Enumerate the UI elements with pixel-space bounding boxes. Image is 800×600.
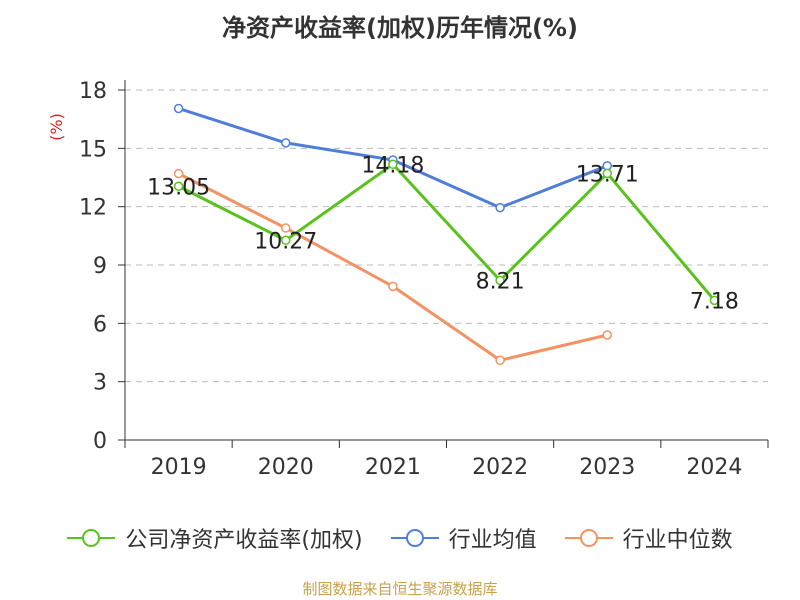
y-tick-label: 0 (93, 429, 107, 454)
axes: 0 3 6 9 12 15 18 2019 2020 2021 2022 2023 2024 (%) (47, 79, 769, 480)
data-point-industry_median (602, 330, 612, 340)
legend-swatch-industry-avg (390, 529, 439, 547)
y-tick-label: 18 (79, 79, 107, 104)
legend-swatch-industry-median (564, 529, 613, 547)
legend-label-industry-median: 行业中位数 (622, 528, 733, 553)
legend-item-company[interactable]: 公司净资产收益率(加权) (67, 522, 363, 554)
x-tick-label: 2022 (472, 455, 528, 480)
series-line-industry_median (177, 172, 608, 362)
x-tick-label: 2020 (258, 455, 314, 480)
data-point-industry_avg (173, 103, 184, 114)
chart-title: 净资产收益率(加权)历年情况(%) (222, 14, 578, 42)
legend-swatch-company (67, 529, 116, 547)
data-labels: 13.05 10.27 14.18 8.21 13.71 7.18 (147, 153, 739, 314)
data-label: 13.71 (576, 162, 639, 187)
legend-label-company: 公司净资产收益率(加权) (125, 528, 363, 553)
data-label: 14.18 (361, 153, 424, 178)
y-tick-label: 12 (79, 196, 107, 221)
series-line-company (177, 162, 716, 302)
x-tick-label: 2024 (686, 455, 742, 480)
data-point-company (709, 295, 720, 306)
y-tick-label: 15 (79, 137, 107, 162)
legend-item-industry-median[interactable]: 行业中位数 (564, 522, 733, 554)
x-tick-label: 2021 (365, 455, 421, 480)
y-unit-label: (%) (47, 113, 66, 141)
data-point-company (602, 168, 612, 179)
series-lines (173, 103, 720, 366)
data-point-company (388, 159, 398, 170)
legend-item-industry-avg[interactable]: 行业均值 (390, 522, 537, 554)
data-point-industry_median (281, 223, 291, 233)
data-label: 7.18 (690, 289, 739, 314)
y-tick-label: 6 (93, 312, 107, 337)
data-label: 10.27 (254, 229, 317, 254)
data-point-company (495, 275, 505, 286)
data-point-company (281, 235, 291, 246)
source-note: 制图数据来自恒生聚源数据库 (302, 580, 498, 598)
data-label: 13.05 (147, 175, 210, 200)
legend-label-industry-avg: 行业均值 (448, 528, 537, 553)
x-tick-label: 2019 (151, 455, 207, 480)
data-point-industry_avg (281, 138, 291, 148)
data-label: 8.21 (476, 269, 525, 294)
legend: 公司净资产收益率(加权) 行业均值 行业中位数 (0, 518, 800, 558)
grid-lines (125, 89, 768, 383)
data-point-industry_median (495, 355, 505, 366)
y-tick-label: 3 (93, 371, 107, 396)
x-tick-label: 2023 (579, 455, 635, 480)
y-tick-label: 9 (93, 254, 107, 279)
data-point-industry_median (388, 281, 398, 292)
data-point-company (173, 181, 184, 191)
data-point-industry_median (173, 168, 184, 179)
data-point-industry_avg (495, 202, 505, 213)
